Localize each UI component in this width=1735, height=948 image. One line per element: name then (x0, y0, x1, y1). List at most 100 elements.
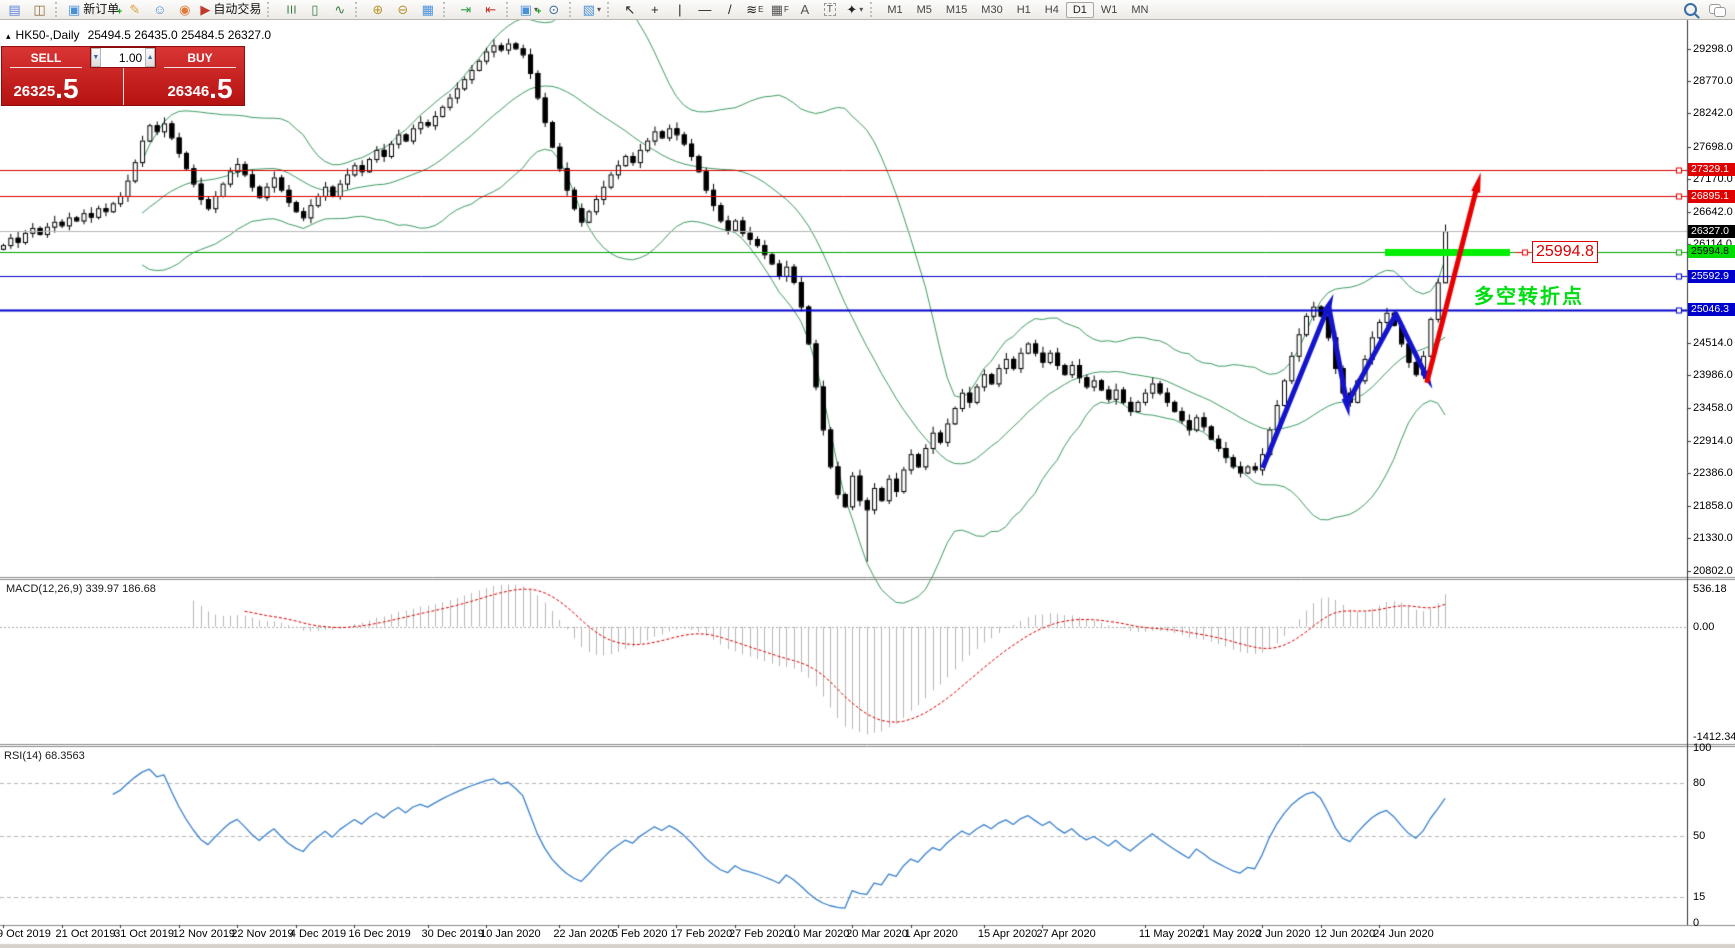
chart-shift-icon[interactable]: ⇤ (478, 0, 503, 19)
bar-chart-glyph: ☰ (284, 4, 297, 15)
autotrading-label: 自动交易 (213, 2, 262, 16)
price-axis-tick: 28242.0 (1693, 107, 1733, 120)
vertical-line-icon[interactable]: | (667, 0, 692, 19)
date-axis-label: 1 Apr 2020 (904, 928, 958, 940)
data-window-icon[interactable]: ◫ (27, 0, 52, 19)
level-price-label[interactable]: 25994.8 (1532, 241, 1598, 263)
sell-button[interactable]: 26325.5 (2, 68, 90, 105)
chart-title: ▴ HK50-,Daily 25494.5 26435.0 25484.5 2632… (6, 28, 271, 42)
volume-input[interactable] (100, 48, 146, 67)
arrows-glyph: ✦ (846, 2, 858, 17)
search-icon[interactable] (1684, 3, 1697, 16)
date-axis-label: 2 Jun 2020 (1256, 928, 1311, 940)
collapse-panel-icon[interactable]: ▴ (6, 31, 11, 41)
auto-scroll-glyph: ⇥ (460, 2, 472, 17)
market-watch-icon[interactable]: ▤ (2, 0, 27, 19)
zoom-in-icon[interactable]: ⊕ (365, 0, 390, 19)
price-axis-tick: 20802.0 (1693, 564, 1733, 577)
timeframe-h4[interactable]: H4 (1044, 3, 1059, 16)
autotrading-button[interactable]: ▶ 自动交易 (197, 0, 264, 19)
date-axis-label: 24 Jun 2020 (1373, 928, 1434, 940)
price-axis-tick: 27170.0 (1693, 173, 1733, 186)
zoom-out-glyph: ⊖ (397, 2, 409, 17)
crayon-icon[interactable]: ✎ (122, 0, 147, 19)
date-axis-label: 20 Mar 2020 (846, 928, 908, 940)
channels-glyph: ≋ (746, 2, 758, 17)
new-order-label: 新订单 (83, 2, 120, 16)
price-tag: 25994.8 (1688, 245, 1735, 259)
timeframe-w1[interactable]: W1 (1100, 3, 1118, 16)
rsi-scale-label: 50 (1693, 829, 1706, 842)
price-tag: 27329.1 (1688, 163, 1735, 177)
text-label-icon[interactable]: T (817, 0, 842, 19)
buy-price-fraction: .5 (209, 73, 233, 104)
panel-divider (90, 68, 156, 105)
ohlc-values: 25494.5 26435.0 25484.5 26327.0 (87, 28, 272, 42)
arrows-icon[interactable]: ✦ ▾ (846, 2, 864, 17)
text-glyph: A (800, 2, 810, 17)
line-chart-icon[interactable]: ∿ (327, 0, 352, 19)
new-order-glyph: ▣ (68, 2, 81, 17)
buy-button[interactable]: 26346.5 (156, 68, 244, 105)
new-chart-icon[interactable]: ▣ + ▾ (519, 2, 542, 17)
zoom-out-icon[interactable]: ⊖ (390, 0, 415, 19)
text-icon[interactable]: A (792, 0, 817, 19)
chart-profiles-glyph: ▧ (582, 2, 595, 17)
zoom-in-glyph: ⊕ (372, 2, 384, 17)
timeframe-h1[interactable]: H1 (1016, 3, 1031, 16)
fibonacci-glyph: ▦ (770, 2, 784, 17)
toolbar-right-icons (1684, 3, 1726, 17)
date-axis-label: 16 Dec 2019 (348, 928, 411, 940)
volume-decrease-button[interactable]: ▼ (91, 48, 101, 67)
tile-windows-icon[interactable]: ▦ (415, 0, 440, 19)
macd-scale-max: 536.18 (1693, 583, 1727, 595)
main-toolbar: ▤ ◫ ▣ + 新订单 ✎ ☺ ◉ ▶ 自动交易 ☰ ▯ ∿ ⊕ ⊖ ▦ ⇥ ⇤ ▣ + ▾ ⊙ ▧ ▾ ↖ + | — / ≋ E ▦ F A T… (0, 0, 1735, 20)
new-order-button[interactable]: ▣ + 新订单 (68, 2, 123, 17)
price-axis-tick: 29298.0 (1693, 42, 1733, 55)
sell-header[interactable]: SELL (2, 47, 90, 68)
trendline-icon[interactable]: / (717, 0, 742, 19)
price-tag: 26895.1 (1688, 189, 1735, 203)
date-axis-label: 5 Feb 2020 (611, 928, 668, 940)
price-axis-tick: 27698.0 (1693, 140, 1733, 153)
crosshair-icon[interactable]: + (642, 0, 667, 19)
autotrading-glyph: ▶ (200, 2, 211, 17)
timeframe-mn[interactable]: MN (1131, 3, 1149, 16)
line-chart-glyph: ∿ (334, 2, 346, 17)
price-axis-tick: 22914.0 (1693, 435, 1733, 447)
date-axis-label: 10 Mar 2020 (787, 928, 850, 940)
cursor-icon[interactable]: ↖ (617, 0, 642, 19)
crayon-glyph: ✎ (129, 2, 141, 17)
period-clock-icon[interactable]: ⊙ (541, 0, 566, 19)
date-axis-label: 9 Oct 2019 (0, 928, 51, 940)
fibonacci-icon[interactable]: ▦ F (770, 2, 789, 17)
channels-icon[interactable]: ≋ E (746, 2, 764, 17)
pivot-annotation-text: 多空转折点 (1474, 286, 1584, 308)
price-tag: 26327.0 (1688, 224, 1735, 238)
toolbar-separator (870, 2, 876, 17)
date-axis-label: 31 Oct 2019 (114, 928, 175, 940)
candlestick-chart-icon[interactable]: ▯ (302, 0, 327, 19)
rsi-scale-label: 15 (1693, 890, 1706, 903)
macd-scale-zero: 0.00 (1693, 620, 1715, 633)
timeframe-m5[interactable]: M5 (916, 3, 932, 16)
timeframe-d1[interactable]: D1 (1065, 1, 1094, 18)
bar-chart-icon[interactable]: ☰ (277, 0, 302, 19)
toolbar-separator (607, 2, 613, 17)
price-axis-tick: 23458.0 (1693, 401, 1733, 414)
macd-indicator-label: MACD(12,26,9) 339.97 186.68 (6, 583, 156, 595)
timeframe-m1[interactable]: M1 (887, 3, 903, 16)
auto-scroll-icon[interactable]: ⇥ (453, 0, 478, 19)
buy-header[interactable]: BUY (156, 47, 244, 68)
signals-icon[interactable]: ◉ (172, 0, 197, 19)
date-axis-label: 27 Apr 2020 (1036, 928, 1096, 940)
volume-increase-button[interactable]: ▲ (145, 48, 155, 67)
timeframe-m30[interactable]: M30 (981, 3, 1003, 16)
expert-advisors-icon[interactable]: ☺ (147, 0, 172, 19)
chat-icon[interactable] (1709, 3, 1726, 17)
timeframe-m15[interactable]: M15 (945, 3, 968, 16)
volume-box: ▼ ▲ (90, 47, 156, 68)
chart-profiles-icon[interactable]: ▧ ▾ (582, 2, 601, 17)
horizontal-line-icon[interactable]: — (692, 0, 717, 19)
